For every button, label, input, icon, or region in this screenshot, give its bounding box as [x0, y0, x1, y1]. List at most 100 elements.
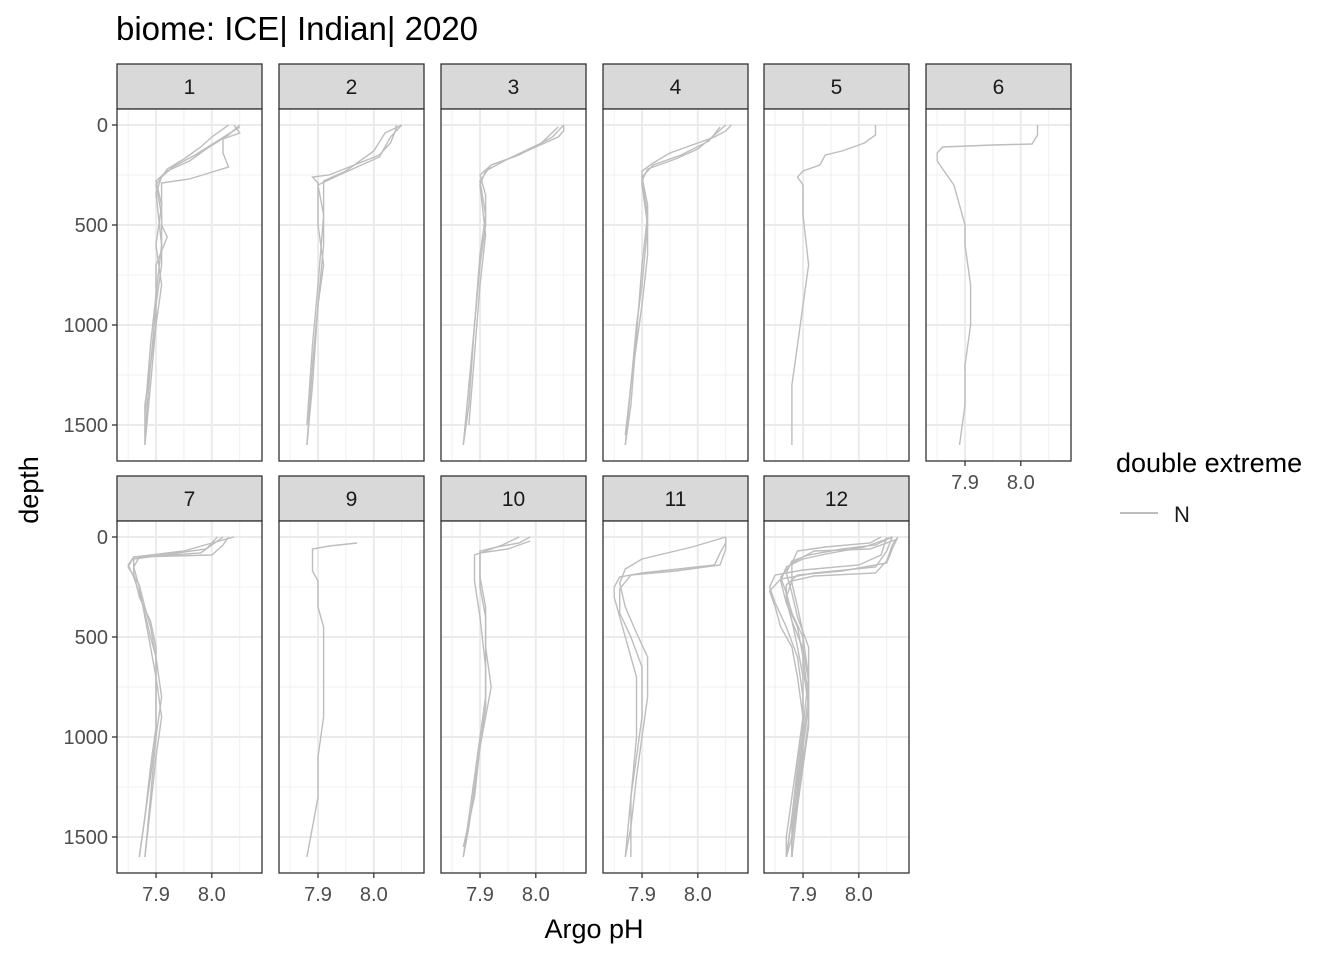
profile-line: [791, 125, 877, 445]
panel-border: [116, 108, 263, 462]
profile-line: [785, 536, 899, 857]
panel-background: [603, 109, 748, 461]
profile-line: [618, 536, 726, 858]
y-tick-label: 1000: [64, 315, 109, 337]
profile-line: [127, 536, 235, 858]
y-tick-label: 1000: [64, 727, 109, 749]
x-tick-label: 7.9: [304, 884, 332, 906]
profile-line: [619, 537, 727, 858]
x-tick-label: 8.0: [522, 884, 550, 906]
panel-border: [278, 520, 425, 874]
y-tick-label: 1500: [64, 827, 109, 849]
facet-panel: 2: [278, 63, 425, 462]
x-tick-label: 7.9: [789, 884, 817, 906]
profile-line: [768, 536, 888, 858]
profile-line: [144, 124, 229, 436]
profile-line: [624, 126, 721, 436]
x-tick-label: 8.0: [360, 884, 388, 906]
y-tick-label: 0: [97, 115, 108, 137]
panel-background: [926, 109, 1071, 461]
facet-strip-label: 5: [831, 76, 843, 99]
facet-panel: 10 7.9 8.0: [440, 475, 587, 906]
facet-panel: 4: [602, 63, 749, 462]
facet-strip: [602, 63, 749, 110]
panel-border: [440, 520, 587, 874]
panel-background: [603, 521, 748, 873]
y-tick-label: 500: [75, 215, 108, 237]
facet-strip: [278, 63, 425, 110]
panel-border: [602, 520, 749, 874]
profile-line: [132, 536, 224, 858]
facet-strip-label: 3: [508, 76, 520, 99]
x-tick-label: 8.0: [684, 884, 712, 906]
panel-background: [441, 521, 586, 873]
facet-strip-label: 9: [346, 488, 358, 511]
facet-strip: [925, 63, 1072, 110]
profile-line: [127, 536, 230, 858]
facet-panel: 3: [440, 63, 587, 462]
profile-line: [306, 542, 358, 858]
profile-line: [468, 126, 559, 426]
x-axis-label: Argo pH: [544, 914, 643, 944]
facet-panel: 11 7.9 8.0: [602, 475, 749, 906]
panel-border: [763, 108, 910, 462]
panel-background: [279, 521, 424, 873]
y-tick-label: 0: [97, 527, 108, 549]
legend-entry-label: N: [1174, 502, 1190, 527]
panel-background: [117, 521, 262, 873]
profile-line: [144, 126, 241, 416]
panel-border: [925, 108, 1072, 462]
facet-strip-label: 4: [670, 76, 682, 99]
profile-line: [462, 536, 520, 848]
facet-strip: [116, 475, 263, 522]
facet-panel: 1 0 500 1000 1500: [64, 63, 263, 462]
panel-background: [117, 109, 262, 461]
y-tick-label: 500: [75, 627, 108, 649]
y-tick-label: 1500: [64, 415, 109, 437]
facet-strip: [440, 475, 587, 522]
panel-background: [764, 109, 909, 461]
facet-strip: [278, 475, 425, 522]
x-tick-label: 8.0: [198, 884, 226, 906]
profile-line: [624, 124, 732, 446]
facet-strip-label: 11: [665, 488, 687, 511]
facet-strip-label: 1: [184, 76, 196, 99]
legend: double extreme N: [1116, 448, 1302, 527]
y-axis-label: depth: [14, 456, 44, 524]
facet-panel: 9 7.9 8.0: [278, 475, 425, 906]
facet-strip-label: 12: [825, 488, 848, 511]
panel-border: [763, 520, 910, 874]
panel-border: [602, 108, 749, 462]
x-tick-label: 7.9: [628, 884, 656, 906]
facet-panel: 7 0 500 1000 1500 7.9 8.0: [64, 475, 263, 906]
profile-line: [144, 124, 241, 446]
legend-title: double extreme: [1116, 448, 1302, 478]
panel-border: [116, 520, 263, 874]
profile-line: [936, 125, 1039, 446]
panel-border: [278, 108, 425, 462]
chart-title: biome: ICE| Indian| 2020: [116, 10, 478, 47]
facet-strip-label: 10: [502, 488, 525, 511]
profile-line: [779, 536, 893, 857]
facet-strip-label: 2: [346, 76, 358, 99]
x-tick-label: 8.0: [1007, 472, 1035, 494]
profile-line: [791, 536, 882, 857]
facet-panel: 5: [763, 63, 910, 462]
x-tick-label: 7.9: [142, 884, 170, 906]
facet-strip-label: 7: [184, 488, 196, 511]
panel-border: [440, 108, 587, 462]
profile-line: [306, 124, 403, 446]
x-tick-label: 7.9: [951, 472, 979, 494]
x-tick-label: 8.0: [845, 884, 873, 906]
facet-strip: [763, 475, 910, 522]
profile-line: [613, 537, 727, 857]
facet-strip: [602, 475, 749, 522]
facet-strip-label: 6: [993, 76, 1005, 99]
profile-line: [779, 538, 899, 858]
profile-line: [462, 540, 531, 858]
profile-line: [306, 124, 403, 426]
facet-panel: 12 7.9 8.0: [763, 475, 910, 906]
x-tick-label: 7.9: [466, 884, 494, 906]
